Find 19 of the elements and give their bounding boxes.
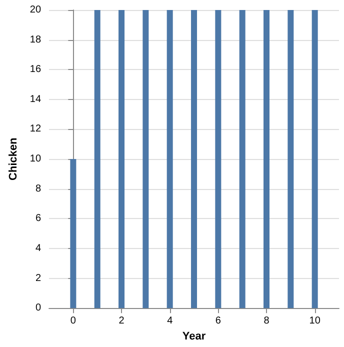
x-tick-label: 6 xyxy=(215,316,222,327)
y-axis-title: Chicken xyxy=(8,137,20,180)
y-tick-label: 10 xyxy=(30,154,42,165)
y-tick-label: 2 xyxy=(35,272,42,284)
x-tick-label: 4 xyxy=(167,316,174,327)
x-tick-label: 8 xyxy=(264,316,270,327)
y-tick-label: 0 xyxy=(35,302,42,314)
y-tick-label: 14 xyxy=(30,94,42,105)
y-tick-label: 12 xyxy=(30,124,42,135)
x-tick-label: 2 xyxy=(118,316,125,327)
y-tick-label: 8 xyxy=(35,183,42,194)
y-tick-label: 20 xyxy=(30,4,42,16)
x-tick-label: 10 xyxy=(309,316,321,327)
y-tick-label: 16 xyxy=(30,64,42,76)
y-tick-label: 4 xyxy=(35,242,42,254)
x-axis-title: Year xyxy=(182,330,206,342)
x-tick-label: 0 xyxy=(70,316,76,327)
y-tick-label: 6 xyxy=(35,213,42,224)
y-tick-label: 18 xyxy=(30,34,42,46)
